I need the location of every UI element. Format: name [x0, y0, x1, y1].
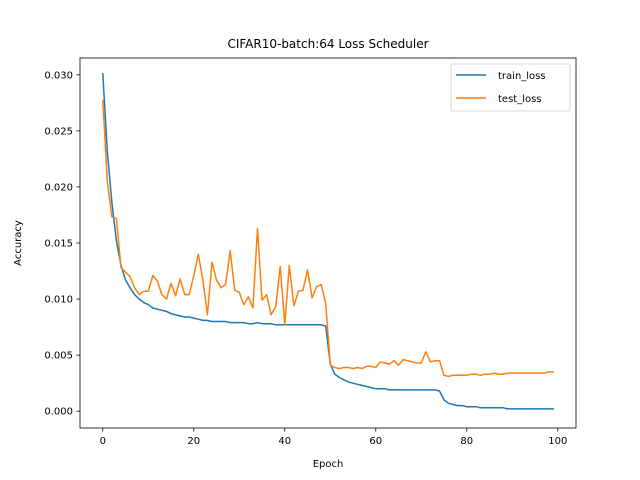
legend-label-test-loss: test_loss	[498, 94, 542, 105]
x-tick-label: 0	[100, 436, 106, 447]
y-tick-label: 0.020	[44, 182, 73, 193]
y-axis-ticks: 0.000 0.005 0.010 0.015 0.020 0.025 0.030	[44, 70, 80, 418]
x-tick-label: 100	[548, 436, 567, 447]
y-tick-label: 0.030	[44, 70, 73, 81]
plot-area	[102, 72, 554, 410]
series-line-test-loss	[102, 99, 554, 378]
legend-label-train-loss: train_loss	[498, 71, 546, 82]
x-tick-label: 80	[460, 436, 473, 447]
y-tick-label: 0.015	[44, 239, 73, 250]
y-tick-label: 0.005	[44, 351, 73, 362]
series-line-train-loss	[102, 72, 554, 410]
y-tick-label: 0.000	[44, 407, 73, 418]
chart-title: CIFAR10-batch:64 Loss Scheduler	[227, 37, 428, 51]
x-axis-ticks: 0 20 40 60 80 100	[100, 428, 567, 447]
x-tick-label: 60	[369, 436, 382, 447]
y-tick-label: 0.010	[44, 295, 73, 306]
y-axis-label: Accuracy	[13, 220, 24, 266]
x-tick-label: 40	[278, 436, 291, 447]
y-tick-label: 0.025	[44, 126, 73, 137]
legend: train_loss test_loss	[450, 63, 571, 112]
x-axis-label: Epoch	[313, 459, 344, 470]
x-tick-label: 20	[187, 436, 200, 447]
